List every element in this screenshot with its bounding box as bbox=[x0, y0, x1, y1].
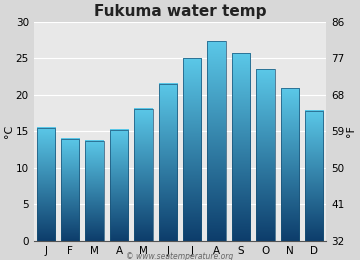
Y-axis label: °C: °C bbox=[4, 125, 14, 138]
Bar bbox=[61, 139, 80, 241]
Bar bbox=[110, 130, 128, 241]
Bar bbox=[232, 53, 250, 241]
Bar bbox=[134, 109, 153, 241]
Bar bbox=[159, 84, 177, 241]
Bar bbox=[280, 88, 299, 241]
Bar bbox=[37, 128, 55, 241]
Bar bbox=[183, 58, 201, 241]
Bar bbox=[305, 111, 323, 241]
Bar bbox=[207, 41, 226, 241]
Y-axis label: °F: °F bbox=[346, 125, 356, 137]
Text: © www.seatemperature.org: © www.seatemperature.org bbox=[126, 252, 234, 260]
Title: Fukuma water temp: Fukuma water temp bbox=[94, 4, 266, 19]
Bar bbox=[85, 141, 104, 241]
Bar bbox=[256, 69, 275, 241]
